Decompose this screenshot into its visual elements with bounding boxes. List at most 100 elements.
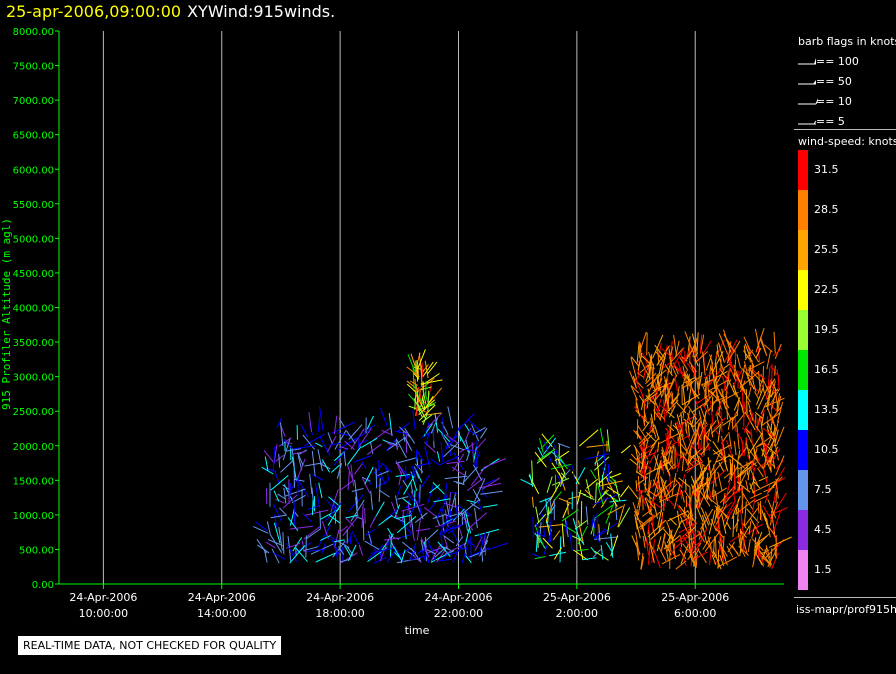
wind-barb (768, 401, 778, 412)
wind-barb (396, 557, 421, 564)
wind-barb (318, 482, 323, 499)
y-tick-label: 5000.00 (13, 234, 54, 245)
wind-barb (629, 370, 637, 389)
wind-barb (291, 456, 297, 481)
wind-barb (727, 341, 732, 364)
wind-barb (765, 439, 775, 456)
wind-barb (421, 364, 429, 374)
wind-barb (717, 387, 723, 398)
wind-barb (337, 432, 351, 437)
wind-barb (585, 479, 592, 500)
wind-barb (535, 506, 540, 523)
wind-barb (706, 376, 710, 400)
wind-barb (302, 434, 315, 450)
wind-barb (654, 406, 661, 418)
wind-barb (775, 492, 787, 510)
wind-barb (775, 491, 777, 504)
wind-barb (279, 507, 287, 516)
wind-barb (617, 507, 631, 528)
wind-barb (597, 462, 601, 488)
wind-barb (727, 417, 732, 431)
wind-barb (728, 431, 732, 450)
wind-barb (647, 519, 667, 538)
wind-barb (379, 489, 390, 498)
wind-barb (760, 402, 767, 415)
wind-barb (542, 537, 553, 549)
wind-barb (743, 501, 747, 526)
wind-barb (762, 384, 766, 396)
wind-barb (754, 551, 763, 566)
wind-barb (753, 448, 756, 459)
wind-barb (659, 480, 667, 499)
wind-barb (751, 526, 755, 539)
wind-barb (660, 476, 666, 498)
wind-barb (463, 513, 469, 531)
wind-barb (692, 417, 702, 428)
wind-barb (534, 556, 546, 560)
wind-barb (598, 524, 601, 541)
wind-barb (536, 451, 553, 464)
wind-barb (755, 347, 762, 359)
legend-divider (794, 129, 896, 130)
wind-barb (747, 448, 756, 459)
wind-barb (735, 499, 755, 514)
wind-barb (571, 535, 582, 541)
wind-barb (421, 362, 424, 378)
wind-barb (647, 528, 652, 547)
wind-barb (756, 547, 765, 565)
wind-barb (594, 536, 619, 540)
wind-barb (305, 528, 321, 540)
wind-barb (416, 402, 427, 421)
wind-barb (557, 475, 564, 487)
wind-barb (703, 410, 707, 425)
wind-barb (715, 504, 728, 525)
wind-barb (687, 378, 697, 399)
wind-barb (675, 560, 687, 570)
wind-barb (749, 432, 763, 454)
wind-barb (295, 545, 297, 557)
wind-barb (629, 458, 638, 466)
x-tick-time: 14:00:00 (197, 607, 246, 620)
legend-divider (794, 597, 896, 598)
wind-barb (637, 353, 643, 371)
wind-barb (554, 491, 562, 501)
wind-barb (670, 363, 678, 377)
wind-barb (447, 406, 454, 429)
wind-barb (722, 492, 726, 506)
wind-barb (422, 373, 440, 386)
wind-barb (638, 427, 655, 445)
wind-barb (286, 543, 298, 562)
wind-barb (449, 512, 463, 517)
wind-barb (767, 499, 777, 519)
wind-barb (430, 458, 440, 466)
wind-barb (440, 533, 443, 548)
wind-barb (370, 490, 373, 510)
wind-barb (375, 468, 378, 489)
wind-barb (714, 537, 717, 559)
wind-barb (597, 489, 609, 501)
wind-barb (775, 478, 779, 499)
wind-barb (713, 464, 717, 487)
wind-barb (339, 445, 349, 450)
wind-barb (414, 463, 424, 473)
wind-barb (620, 444, 631, 454)
wind-barb (696, 381, 700, 395)
wind-barb (469, 512, 488, 528)
wind-barb (383, 537, 401, 541)
wind-barb (414, 499, 424, 520)
wind-barb (600, 480, 623, 487)
wind-barb (416, 449, 424, 462)
wind-barb (680, 489, 685, 503)
colorbar-swatch (798, 470, 808, 510)
wind-barb (715, 376, 718, 402)
wind-barb (443, 535, 455, 544)
x-tick-time: 18:00:00 (315, 607, 364, 620)
wind-barb (710, 400, 714, 425)
wind-barb (443, 535, 449, 550)
wind-barb (572, 465, 575, 480)
wind-barb (428, 383, 432, 400)
wind-barb (699, 466, 706, 490)
wind-barb (648, 442, 656, 456)
wind-barb (304, 433, 325, 447)
gridlines (102, 31, 696, 584)
